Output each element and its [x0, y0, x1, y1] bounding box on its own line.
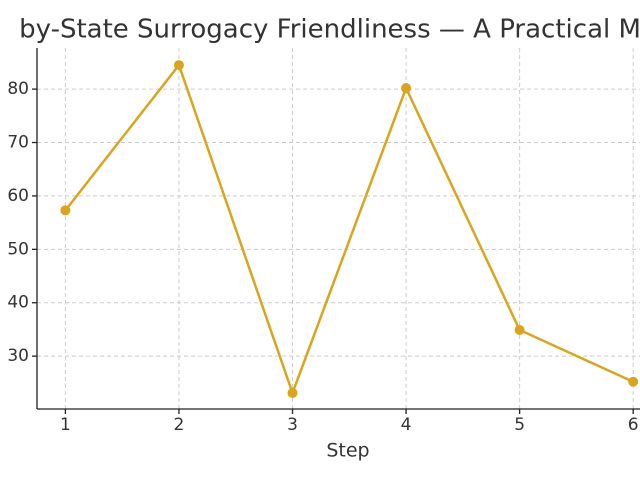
data-point: [173, 60, 184, 71]
data-point: [60, 205, 71, 216]
x-tick-label: 4: [401, 415, 412, 435]
y-tick-label: 40: [7, 293, 29, 313]
y-tick-label: 80: [7, 79, 29, 99]
x-tick-label: 2: [174, 415, 185, 435]
series-line: [64, 62, 634, 397]
x-axis-label: Step: [326, 440, 369, 462]
x-tick-label: 3: [287, 415, 298, 435]
x-tick-label: 6: [628, 415, 639, 435]
data-point: [628, 376, 639, 387]
data-point: [401, 83, 412, 94]
chart-title: by-State Surrogacy Friendliness — A Prac…: [19, 15, 640, 45]
y-tick-label: 30: [7, 346, 29, 366]
y-tick-label: 70: [7, 133, 29, 153]
x-tick-label: 1: [60, 415, 71, 435]
data-point: [514, 324, 525, 335]
data-point: [287, 387, 298, 398]
x-tick-label: 5: [514, 415, 525, 435]
y-tick-label: 50: [7, 239, 29, 259]
y-tick-label: 60: [7, 186, 29, 206]
